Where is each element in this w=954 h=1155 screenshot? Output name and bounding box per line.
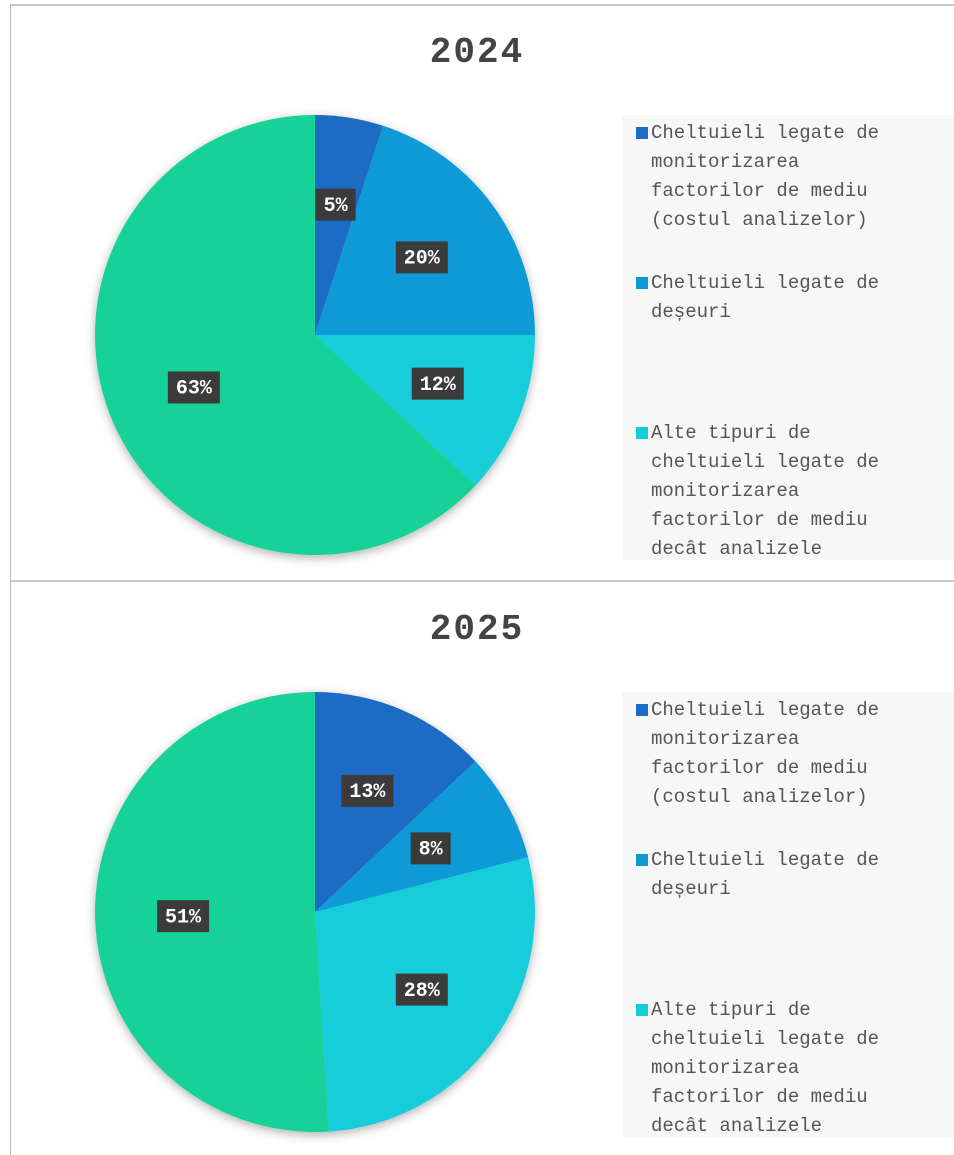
data-label: 20% — [404, 248, 441, 271]
data-label-bg — [167, 371, 220, 404]
legend-swatch — [636, 427, 648, 439]
legend-label: Cheltuieli legate de deșeuri — [651, 272, 880, 323]
legend-swatch — [636, 854, 648, 866]
legend-entry: Alte tipuri de cheltuieli legate de moni… — [636, 996, 936, 1141]
legend-entry: Cheltuieli legate de monitorizarea facto… — [636, 696, 936, 812]
legend-label: Alte tipuri de cheltuieli legate de moni… — [651, 999, 880, 1137]
legend-label: Cheltuieli legate de deșeuri — [651, 849, 880, 900]
data-label-bg — [157, 900, 210, 933]
pie-slice — [95, 115, 476, 555]
legend-entry: Cheltuieli legate de deșeuri — [636, 846, 936, 904]
legend-swatch — [636, 704, 648, 716]
legend-label: Cheltuieli legate de monitorizarea facto… — [651, 122, 880, 231]
legend: Cheltuieli legate de monitorizarea facto… — [622, 115, 954, 560]
panel — [10, 4, 954, 582]
data-label: 28% — [404, 980, 441, 1003]
pie-slice — [315, 335, 535, 486]
data-label-bg — [341, 774, 394, 807]
legend-swatch — [636, 1004, 648, 1016]
legend-swatch — [636, 277, 648, 289]
data-label-bg — [315, 188, 356, 221]
data-label: 13% — [349, 781, 386, 804]
pie-slice — [315, 115, 383, 335]
data-label: 12% — [420, 374, 457, 397]
legend-label: Alte tipuri de cheltuieli legate de moni… — [651, 422, 880, 560]
pie-slice — [315, 692, 476, 912]
pie — [95, 115, 535, 555]
data-label: 8% — [419, 839, 444, 862]
legend-entry: Alte tipuri de cheltuieli legate de moni… — [636, 419, 936, 564]
legend-entry: Cheltuieli legate de deșeuri — [636, 269, 936, 327]
panel — [10, 580, 954, 1155]
chart-title: 2025 — [429, 609, 525, 650]
data-label-bg — [411, 367, 464, 400]
data-label-bg — [395, 241, 448, 274]
pie-slice — [315, 125, 535, 335]
legend: Cheltuieli legate de monitorizarea facto… — [622, 692, 954, 1137]
data-label: 51% — [165, 906, 202, 929]
legend-swatch — [636, 127, 648, 139]
data-label-bg — [410, 832, 451, 865]
pie — [95, 692, 535, 1132]
pie-slice — [95, 692, 329, 1132]
data-label: 63% — [176, 378, 213, 401]
data-label-bg — [395, 973, 448, 1006]
legend-label: Cheltuieli legate de monitorizarea facto… — [651, 699, 880, 808]
chart-title: 2024 — [429, 32, 525, 73]
data-label: 5% — [324, 195, 349, 218]
legend-entry: Cheltuieli legate de monitorizarea facto… — [636, 119, 936, 235]
